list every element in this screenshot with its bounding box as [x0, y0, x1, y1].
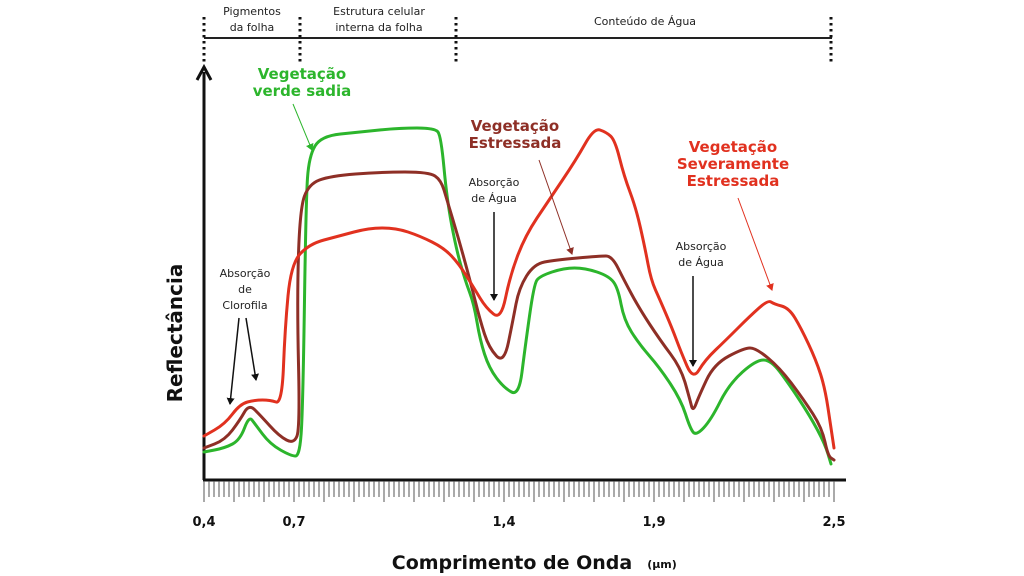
annotation-text: Clorofila	[222, 299, 267, 312]
annotation-chlorophyll: Absorção de Clorofila	[220, 267, 271, 405]
x-axis-label: Comprimento de Onda	[392, 552, 632, 574]
annotation-water-2: Absorção de Água	[676, 240, 727, 367]
annotation-text: Absorção	[220, 267, 271, 280]
series-label-text: Severamente	[677, 155, 789, 173]
region-label-pigments: Pigmentos	[223, 5, 281, 18]
series-line-2	[202, 128, 836, 450]
annotation-text: de	[238, 283, 252, 296]
y-axis-label: Reflectância	[163, 264, 187, 403]
x-tick-label: 0,7	[282, 515, 305, 530]
annotation-water-1: Absorção de Água	[469, 176, 520, 301]
x-axis-unit: (µm)	[647, 558, 677, 571]
region-label-pigments-2: da folha	[230, 21, 275, 34]
arrow-icon	[245, 317, 259, 381]
region-label-water: Conteúdo de Água	[594, 15, 696, 28]
region-label-structure-2: interna da folha	[335, 21, 422, 34]
arrow-icon	[226, 317, 240, 405]
region-bracket: Pigmentos da folha Estrutura celular int…	[202, 5, 833, 62]
label-healthy: Vegetação verde sadia	[253, 65, 352, 151]
label-stressed: Vegetação Estressada	[469, 117, 574, 255]
x-tick-label: 0,4	[192, 515, 215, 530]
arrow-icon	[538, 159, 574, 255]
arrow-icon	[292, 103, 314, 151]
series-line-1	[202, 170, 836, 462]
series-line-0	[202, 126, 833, 466]
x-tick-label: 1,4	[492, 515, 515, 530]
arrow-icon	[737, 197, 774, 291]
label-severe: Vegetação Severamente Estressada	[677, 138, 789, 291]
y-axis-arrow-icon	[195, 63, 213, 81]
annotation-text: de Água	[471, 192, 516, 205]
x-tick-label: 2,5	[822, 515, 845, 530]
annotation-text: Absorção	[469, 176, 520, 189]
series-label-text: Estressada	[469, 134, 562, 152]
series-label-text: Vegetação	[258, 65, 346, 83]
x-axis-ticks	[203, 481, 835, 502]
series-label-text: verde sadia	[253, 82, 352, 100]
series-label-text: Vegetação	[471, 117, 559, 135]
region-label-structure: Estrutura celular	[333, 5, 425, 18]
series-label-text: Vegetação	[689, 138, 777, 156]
series-label-text: Estressada	[687, 172, 780, 190]
annotation-text: de Água	[678, 256, 723, 269]
x-tick-label: 1,9	[642, 515, 665, 530]
annotation-text: Absorção	[676, 240, 727, 253]
